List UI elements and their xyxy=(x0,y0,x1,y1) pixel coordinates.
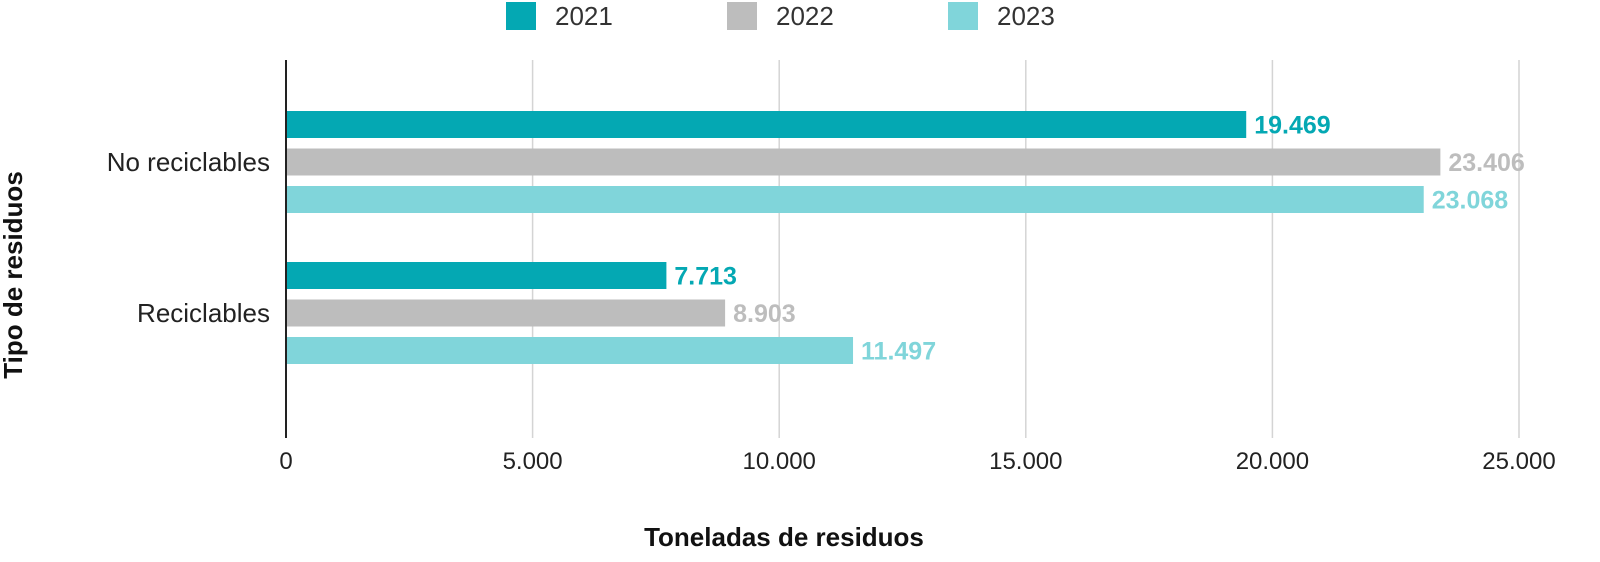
legend-label: 2022 xyxy=(776,1,834,31)
x-tick-label: 20.000 xyxy=(1236,448,1309,475)
category-label: Reciclables xyxy=(137,298,270,328)
legend-label: 2021 xyxy=(555,1,613,31)
x-tick-label: 25.000 xyxy=(1482,448,1555,475)
bar-2022 xyxy=(286,148,1441,176)
x-tick-label: 0 xyxy=(279,448,292,475)
data-label: 23.068 xyxy=(1432,187,1509,215)
x-axis-title: Toneladas de residuos xyxy=(644,522,924,552)
x-tick-labels: 0 5.000 10.000 15.000 20.000 25.000 xyxy=(279,448,1555,475)
data-label: 19.469 xyxy=(1254,112,1330,140)
data-labels: 19.469 23.406 23.068 7.713 8.903 11.497 xyxy=(674,112,1524,366)
bar-2021 xyxy=(286,111,1247,138)
data-label: 7.713 xyxy=(674,263,737,291)
y-axis-title: Tipo de residuos xyxy=(0,171,28,379)
data-label: 11.497 xyxy=(861,338,936,366)
category-label: No reciclables xyxy=(107,147,270,177)
data-label: 23.406 xyxy=(1448,149,1524,177)
bar-2022 xyxy=(286,299,726,327)
legend-swatch xyxy=(948,2,978,30)
bars xyxy=(286,111,1441,364)
legend-label: 2023 xyxy=(997,1,1055,31)
legend-swatch xyxy=(506,2,536,30)
data-label: 8.903 xyxy=(733,300,796,328)
x-tick-label: 10.000 xyxy=(742,448,815,475)
x-tick-label: 15.000 xyxy=(989,448,1062,475)
category-labels: No reciclables Reciclables xyxy=(107,147,270,328)
bar-2023 xyxy=(286,186,1424,213)
x-tick-label: 5.000 xyxy=(503,448,563,475)
legend-swatch xyxy=(727,2,757,30)
bar-2021 xyxy=(286,262,667,289)
bar-2023 xyxy=(286,337,854,364)
legend: 2021 2022 2023 xyxy=(506,1,1055,31)
